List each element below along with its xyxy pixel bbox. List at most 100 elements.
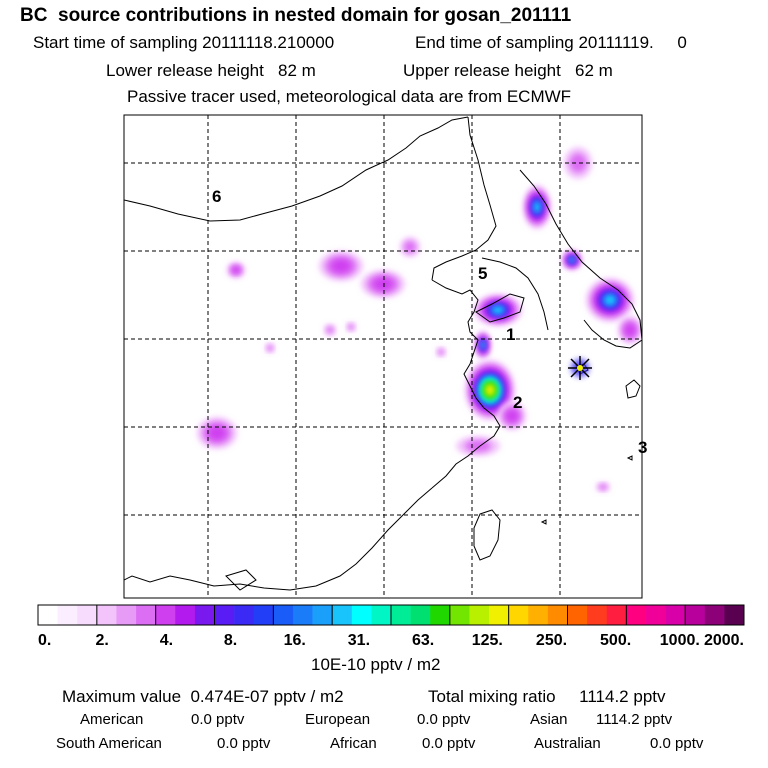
colorbar-swatch	[626, 605, 647, 625]
colorbar-swatch	[194, 605, 215, 625]
colorbar-swatch	[391, 605, 411, 625]
concentration-blob	[346, 322, 356, 332]
coastline-north-boundary	[124, 116, 469, 222]
colorbar-tick-label: 4.	[160, 632, 173, 649]
border-line	[431, 116, 497, 281]
region-marker-6: 6	[212, 187, 221, 206]
concentration-blob	[596, 482, 610, 492]
colorbar-swatch	[155, 605, 176, 625]
concentration-blob	[265, 343, 275, 353]
australian-value: 0.0 pptv	[650, 735, 704, 752]
concentration-blob	[474, 294, 522, 326]
concentration-blob	[227, 262, 245, 278]
colorbar-swatch	[567, 605, 588, 625]
concentration-blob	[498, 402, 526, 430]
region-marker-2: 2	[513, 393, 522, 412]
colorbar-swatch	[96, 605, 117, 625]
colorbar-swatch	[665, 605, 686, 625]
colorbar-swatch	[253, 605, 274, 625]
concentration-blob	[465, 360, 515, 420]
colorbar-swatch	[57, 605, 78, 625]
coastline-liaodong	[481, 257, 549, 331]
colorbar-tick-label: 500.	[600, 632, 631, 649]
colorbar-swatch	[704, 605, 725, 625]
concentration-blob	[456, 436, 500, 456]
end-sampling-time: End time of sampling 20111119. 0	[415, 33, 687, 52]
colorbar-swatch	[136, 605, 156, 625]
region-marker-3: 3	[638, 438, 647, 457]
lower-release-height: Lower release height 82 m	[106, 61, 316, 80]
max-value: Maximum value 0.474E-07 pptv / m2	[62, 687, 344, 706]
colorbar-swatch	[116, 605, 137, 625]
colorbar-swatch	[430, 605, 451, 625]
chart-title: BC source contributions in nested domain…	[20, 5, 572, 26]
american-value: 0.0 pptv	[191, 711, 245, 728]
colorbar-swatch	[547, 605, 568, 625]
colorbar-swatch	[214, 605, 235, 625]
concentration-blob	[562, 250, 582, 270]
concentration-blob	[586, 278, 634, 322]
plot-frame	[123, 114, 643, 599]
concentration-blob	[618, 316, 642, 344]
colorbar-swatch	[645, 605, 666, 625]
concentration-blob	[475, 331, 491, 359]
colorbar-swatch	[449, 605, 470, 625]
coastline-shandong	[475, 293, 525, 323]
south-american-label: South American	[56, 735, 162, 752]
colorbar-swatch	[38, 605, 58, 625]
concentration-blob	[436, 347, 446, 357]
colorbar-swatch	[351, 605, 372, 625]
concentration-blob	[400, 237, 420, 257]
coastline-bohai	[431, 279, 501, 489]
african-value: 0.0 pptv	[422, 735, 476, 752]
colorbar-tick-label: 250.	[536, 632, 567, 649]
island-kyushu	[625, 379, 641, 399]
european-label: European	[305, 711, 371, 728]
colorbar-tick-label: 31.	[348, 632, 370, 649]
colorbar-unit: 10E-10 pptv / m2	[311, 655, 441, 674]
colorbar-tick-label: 2000.	[704, 632, 744, 649]
colorbar-swatch	[77, 605, 98, 625]
concentration-blob	[324, 324, 336, 336]
coastline-korea	[519, 169, 642, 349]
colorbar-swatch	[332, 605, 353, 625]
colorbar-swatch	[273, 605, 294, 625]
start-sampling-time: Start time of sampling 20111118.210000	[33, 33, 335, 52]
colorbar-swatch	[234, 605, 255, 625]
african-label: African	[330, 735, 377, 752]
colorbar-swatch	[469, 605, 490, 625]
colorbar-tick-label: 1000.	[660, 632, 700, 649]
coastline-south-china	[124, 487, 433, 591]
concentration-blob	[197, 417, 237, 449]
colorbar-tick-label: 2.	[96, 632, 109, 649]
colorbar-tick-label: 16.	[284, 632, 306, 649]
colorbar-swatch	[685, 605, 706, 625]
colorbar-swatch	[528, 605, 549, 625]
concentration-blob	[319, 251, 363, 281]
region-marker-1: 1	[506, 325, 515, 344]
colorbar-swatch	[410, 605, 431, 625]
colorbar-swatch	[606, 605, 627, 625]
colorbar-swatch	[371, 605, 392, 625]
island-taiwan	[473, 509, 501, 561]
american-label: American	[80, 711, 144, 728]
receptor-star-icon	[568, 356, 592, 380]
colorbar-swatch	[508, 605, 529, 625]
colorbar-swatch	[724, 605, 745, 625]
island-ryukyu-1	[626, 455, 633, 461]
colorbar-tick-label: 8.	[224, 632, 237, 649]
tracer-note: Passive tracer used, meteorological data…	[127, 87, 572, 106]
colorbar-swatch	[312, 605, 333, 625]
colorbar-swatch	[292, 605, 313, 625]
concentration-blob	[564, 147, 592, 179]
south-american-value: 0.0 pptv	[217, 735, 271, 752]
island-ryukyu-2	[540, 519, 547, 525]
european-value: 0.0 pptv	[417, 711, 471, 728]
concentration-blob	[361, 270, 405, 298]
concentration-blob	[523, 185, 551, 229]
island-hainan	[225, 569, 257, 591]
colorbar-tick-label: 125.	[472, 632, 503, 649]
asian-value: 1114.2 pptv	[596, 711, 673, 728]
colorbar-swatch	[489, 605, 509, 625]
